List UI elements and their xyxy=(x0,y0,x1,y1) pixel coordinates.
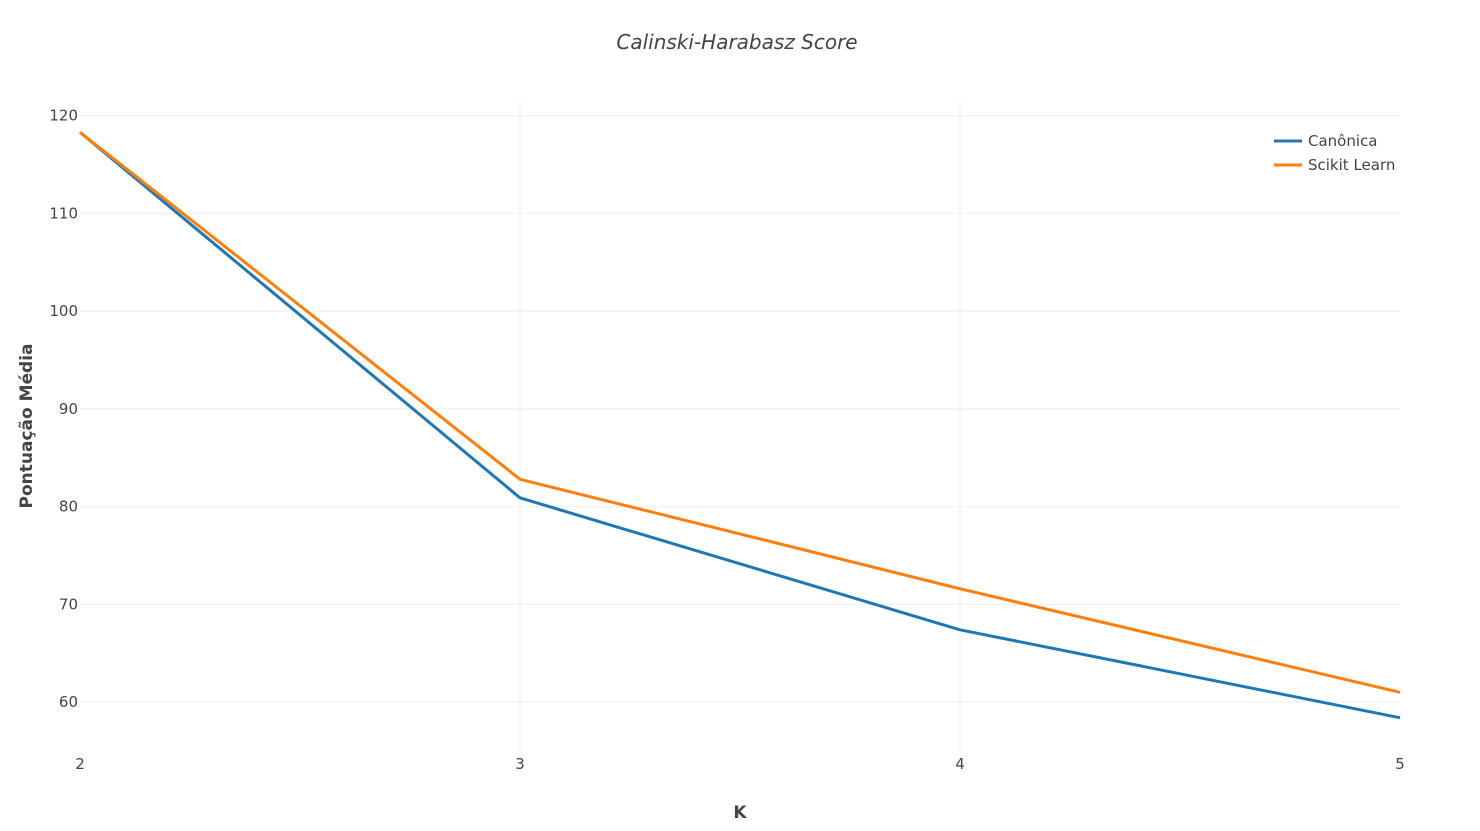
chart-title: Calinski-Harabasz Score xyxy=(616,30,857,54)
legend[interactable]: Canônica Scikit Learn xyxy=(1274,132,1395,174)
y-axis-ticks: 60 70 80 90 100 110 120 xyxy=(49,107,78,711)
y-tick-label-90: 90 xyxy=(59,400,78,418)
y-tick-label-70: 70 xyxy=(59,595,78,613)
y-tick-label-120: 120 xyxy=(49,107,78,125)
legend-item-scikit-learn[interactable]: Scikit Learn xyxy=(1274,156,1395,174)
legend-label-canonica: Canônica xyxy=(1308,132,1377,150)
x-tick-label-5: 5 xyxy=(1395,755,1405,773)
series-lines xyxy=(79,131,1401,720)
x-tick-label-3: 3 xyxy=(515,755,525,773)
legend-item-canonica[interactable]: Canônica xyxy=(1274,132,1377,150)
series-line-can-nica[interactable] xyxy=(79,131,1401,720)
y-axis-title: Pontuação Média xyxy=(17,343,37,508)
x-axis-ticks: 2 3 4 5 xyxy=(75,755,1405,773)
x-axis-title: K xyxy=(733,803,747,823)
y-tick-label-100: 100 xyxy=(49,302,78,320)
legend-label-scikit-learn: Scikit Learn xyxy=(1308,156,1395,174)
series-line-scikit-learn[interactable] xyxy=(79,131,1401,694)
x-tick-label-4: 4 xyxy=(955,755,965,773)
x-tick-label-2: 2 xyxy=(75,755,85,773)
y-tick-label-60: 60 xyxy=(59,693,78,711)
y-tick-label-110: 110 xyxy=(49,204,78,222)
grid xyxy=(80,101,1400,751)
y-tick-label-80: 80 xyxy=(59,498,78,516)
